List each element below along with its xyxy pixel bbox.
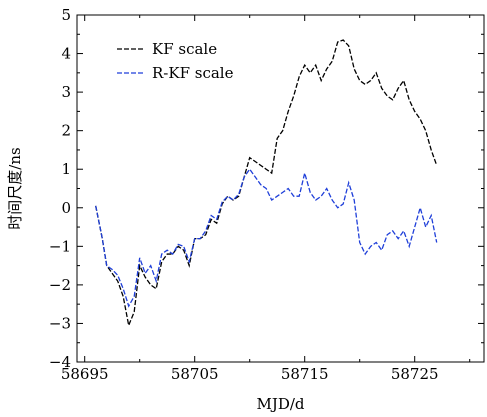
x-axis-label: MJD/d: [256, 395, 304, 413]
axis-layer: 58695 58705 58715 58725 −4 −3 −2 −1 0 1 2 3 4 5: [49, 6, 485, 383]
legend-label-r-kf-scale: R-KF scale: [152, 64, 234, 82]
series-line-r-kf-scale: [95, 168, 438, 308]
y-axis-label: 时间尺度/ns: [6, 147, 24, 229]
y-tick-label: −2: [49, 276, 71, 294]
series-line-kf-scale: [95, 39, 438, 328]
y-tick-label: 2: [61, 122, 71, 140]
legend: KF scale R-KF scale: [117, 40, 234, 82]
y-tick-label: −1: [49, 237, 71, 255]
y-tick-label: −4: [49, 353, 71, 371]
y-tick-label: 3: [61, 83, 71, 101]
series-layer: [95, 39, 438, 328]
y-tick-label: 1: [61, 160, 71, 178]
x-tick-label: 58705: [171, 365, 219, 383]
y-tick-label: 5: [61, 6, 71, 24]
legend-label-kf-scale: KF scale: [152, 40, 217, 58]
y-tick-label: 4: [61, 45, 71, 63]
y-tick-label: 0: [61, 199, 71, 217]
y-tick-label: −3: [49, 314, 71, 332]
x-tick-label: 58725: [391, 365, 439, 383]
x-tick-label: 58715: [281, 365, 329, 383]
x-tick-label: 58695: [61, 365, 109, 383]
